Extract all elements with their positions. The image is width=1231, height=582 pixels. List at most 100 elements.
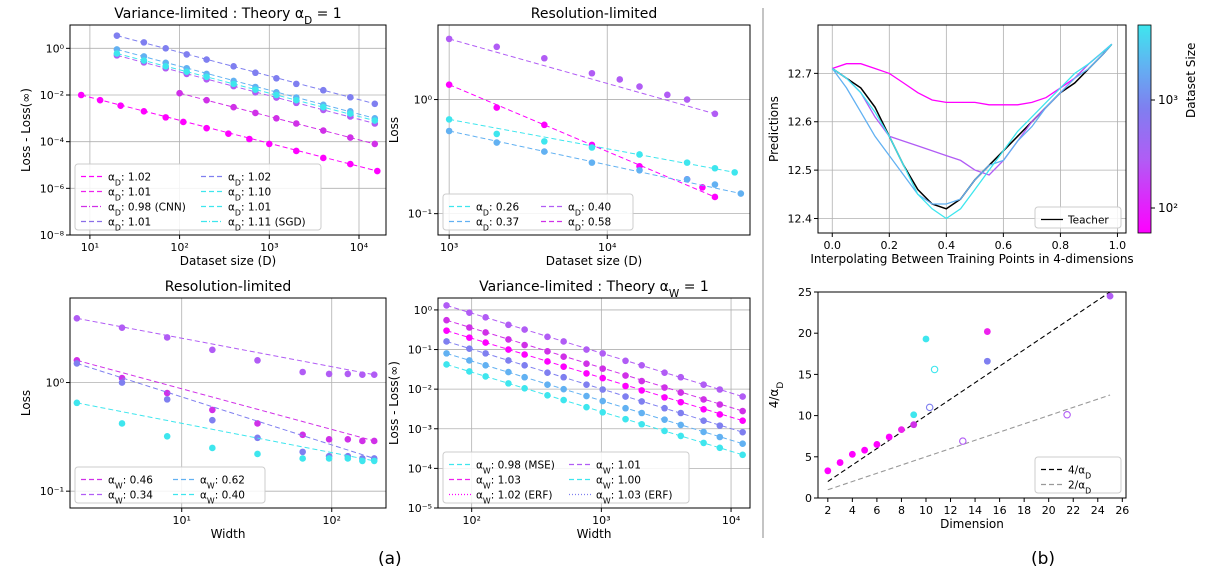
data-point: [739, 440, 746, 447]
data-point: [661, 384, 668, 391]
data-point: [163, 334, 171, 341]
data-point: [544, 333, 551, 341]
data-point: [183, 68, 191, 75]
data-point: [700, 406, 707, 413]
fit-line-4: [446, 352, 743, 445]
axes-frame: [437, 297, 751, 509]
x-tick-label: 10²: [462, 514, 480, 527]
legend-box: [1034, 206, 1122, 229]
data-point: [209, 444, 216, 452]
legend-label: Teacher: [1067, 215, 1109, 227]
y-tick-label: 10: [798, 410, 812, 423]
data-point: [677, 409, 685, 417]
data-point: [325, 436, 333, 443]
data-point: [371, 117, 379, 124]
y-tick-label: 10⁻¹: [408, 344, 432, 357]
legend-label: αD: 1.01: [108, 187, 151, 203]
x-tick-label: 10⁴: [722, 514, 741, 527]
legend-box: [442, 451, 690, 504]
data-point: [505, 336, 512, 343]
data-point: [661, 416, 668, 423]
data-point: [347, 134, 354, 141]
data-point: [203, 56, 210, 63]
legend: 4/αD2/αD: [1034, 456, 1122, 495]
y-tick-label: 10⁻¹: [408, 208, 432, 221]
data-point: [265, 140, 273, 148]
data-point: [466, 357, 473, 364]
y-tick-label: 12.4: [788, 212, 813, 225]
y-tick-label: 12.6: [788, 116, 813, 129]
data-point: [910, 421, 918, 429]
data-point: [677, 389, 685, 396]
y-tick-label: 0: [805, 492, 812, 505]
legend-label: αW: 1.02 (ERF): [476, 490, 552, 506]
data-point: [636, 151, 643, 158]
data-point: [162, 45, 170, 52]
x-tick-label: 10⁴: [598, 241, 617, 254]
axes-frame: [817, 24, 1127, 234]
data-point: [118, 420, 126, 427]
x-tick-label: 12: [944, 504, 958, 517]
y-tick-label: 12.5: [788, 164, 813, 177]
data-point: [370, 437, 378, 445]
data-point: [664, 91, 671, 99]
data-point: [359, 437, 366, 445]
x-tick-label: 0.4: [938, 239, 956, 252]
data-point: [1106, 292, 1114, 300]
legend-label: αW: 1.03 (ERF): [596, 490, 672, 506]
data-point: [183, 51, 191, 58]
x-tick-label: 0.0: [824, 239, 842, 252]
data-point: [638, 420, 646, 428]
data-point: [739, 393, 746, 400]
data-point: [320, 154, 327, 162]
x-tick-label: 8: [898, 504, 905, 517]
chart-p4: 10² 10³ 10⁴ 10⁻⁵ 10⁻⁴ 10⁻³ 10⁻² 10⁻¹ 10⁰ Variance…: [387, 279, 751, 541]
data-point: [359, 371, 366, 379]
legend: αD: 0.26 αD: 0.40 αD: 0.37 αD: 0.58: [442, 193, 634, 232]
data-point: [737, 190, 745, 197]
y-tick-label: 15: [798, 368, 812, 381]
data-point: [716, 433, 724, 441]
data-point: [246, 135, 253, 143]
y-tick-label: 20: [798, 327, 812, 340]
data-point: [711, 110, 719, 118]
fit-line-2: [76, 362, 375, 459]
x-tick-label: 10¹: [81, 241, 99, 254]
data-point: [293, 147, 300, 155]
data-point: [252, 69, 259, 77]
fit-line-5: [446, 363, 743, 456]
legend-label: αD: 0.98 (CNN): [108, 202, 186, 218]
data-point: [445, 116, 453, 123]
axes-frame: [69, 24, 387, 236]
y-tick-label: 10⁰: [414, 304, 433, 317]
legend-box: [74, 466, 266, 504]
axes-frame: [69, 297, 387, 509]
fit-line-3: [116, 48, 375, 119]
data-point: [162, 114, 170, 121]
data-point: [163, 396, 171, 403]
x-axis-label: Width: [211, 527, 246, 541]
data-point: [521, 326, 528, 333]
y-tick-label: 10⁻⁵: [408, 502, 432, 515]
y-tick-label: 10⁻³: [408, 423, 432, 436]
data-point: [203, 73, 210, 81]
data-point: [73, 315, 81, 322]
data-point: [700, 381, 707, 388]
data-point: [544, 381, 551, 388]
x-tick-label: 2: [824, 504, 831, 517]
data-point: [739, 417, 746, 424]
data-point: [983, 357, 991, 365]
data-point: [622, 382, 629, 390]
data-point: [73, 399, 81, 407]
data-point: [273, 74, 280, 82]
data-point: [541, 148, 548, 155]
x-axis-label: Dimension: [940, 517, 1004, 531]
colorbar-tick-low: 10²: [1158, 201, 1179, 215]
data-point: [700, 396, 707, 403]
chart-p5: 0.0 0.2 0.4 0.6 0.8 1.0 12.4 12.5 12.6 12.7 Interp…: [767, 24, 1134, 266]
open-data-point: [925, 403, 934, 412]
data-point: [583, 392, 590, 400]
data-point: [683, 176, 691, 183]
